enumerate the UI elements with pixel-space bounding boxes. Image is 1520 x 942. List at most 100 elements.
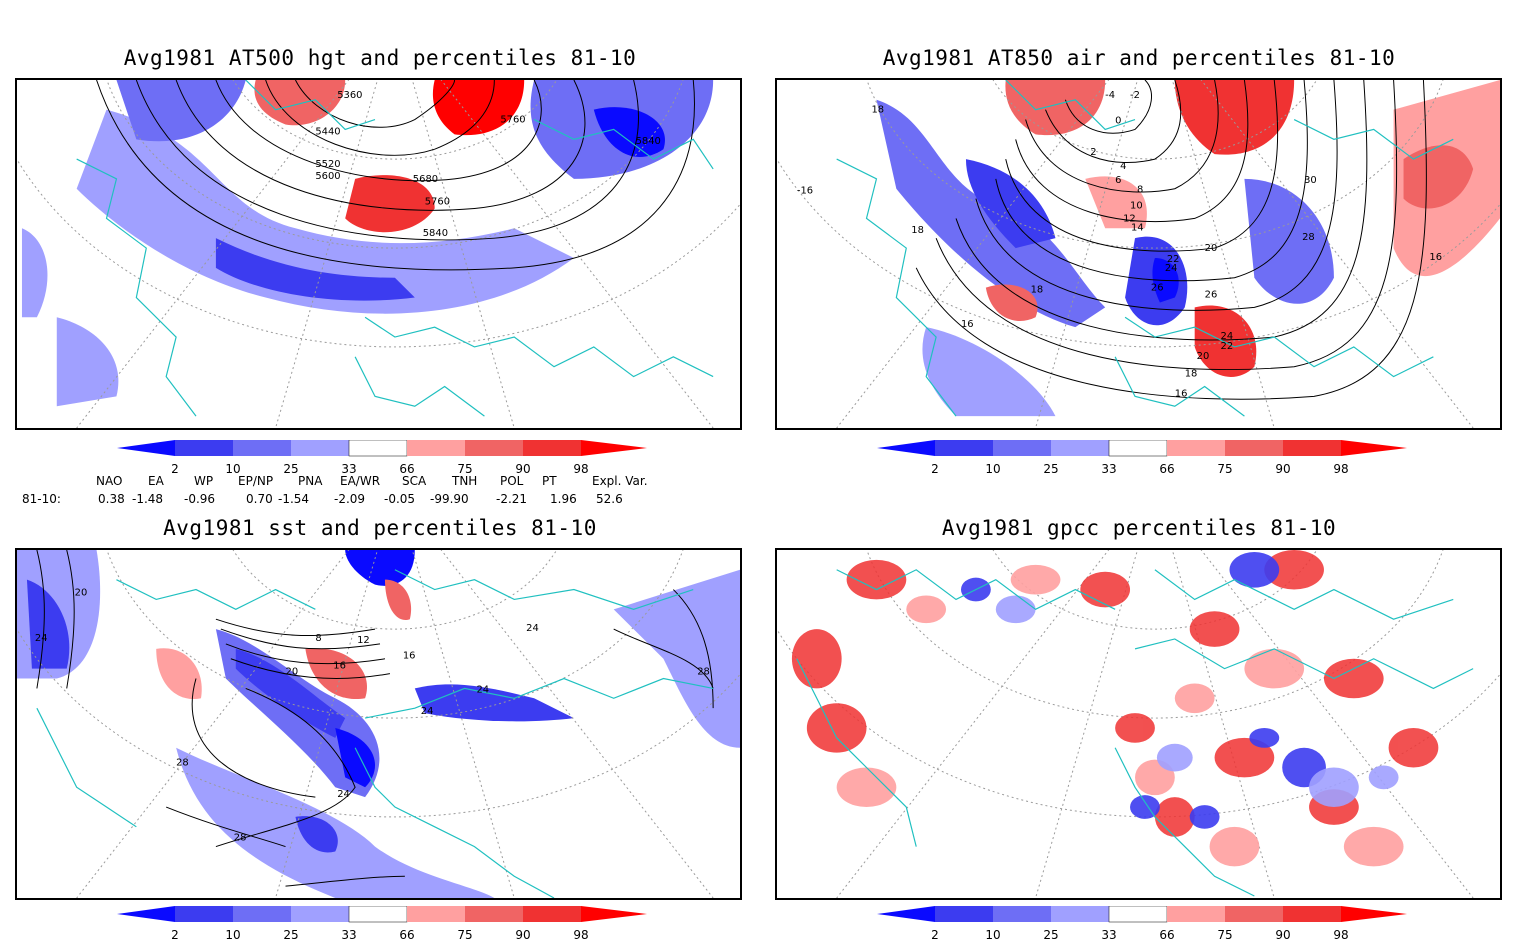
cbar-seg (175, 440, 233, 456)
cbar-seg (291, 440, 349, 456)
contour-label: -2 (1130, 90, 1140, 101)
contour-label: 8 (315, 633, 321, 644)
cbar-label: 10 (225, 462, 241, 476)
cbar-seg (523, 906, 581, 922)
contour-label: 0 (1115, 116, 1121, 127)
index-value: -2.21 (496, 492, 528, 506)
cbar-label: 98 (1333, 462, 1349, 476)
contour-label: 24 (337, 789, 350, 800)
cbar-label: 25 (1043, 462, 1059, 476)
colorbar-swatches (117, 440, 647, 457)
cbar-label: 33 (1101, 928, 1117, 942)
index-header: NAO (96, 474, 123, 488)
index-value: -0.05 (384, 492, 416, 506)
panel-2-title: Avg1981 AT850 air and percentiles 81-10 (882, 46, 1396, 70)
contour-label: 24 (1165, 263, 1178, 274)
cbar-label: 2 (931, 928, 939, 942)
panel-1-title: Avg1981 AT500 hgt and percentiles 81-10 (123, 46, 637, 70)
cbar-seg (465, 440, 523, 456)
index-value: 1.96 (550, 492, 577, 506)
cbar-label: 66 (399, 928, 415, 942)
contour-label: 18 (871, 105, 884, 116)
contour-label: 16 (333, 661, 346, 672)
contour-label: 12 (1123, 213, 1136, 224)
cbar-seg (291, 906, 349, 922)
index-header: POL (500, 474, 524, 488)
contour-label: 5680 (413, 174, 438, 185)
index-value: -2.09 (334, 492, 366, 506)
panel-4-colorbar: 2 10 25 33 66 75 90 98 (877, 906, 1407, 942)
cbar-seg (117, 440, 175, 456)
index-value: 0.38 (98, 492, 125, 506)
panel-3-colorbar: 2 10 25 33 66 75 90 98 (117, 906, 647, 942)
cbar-label: 33 (341, 928, 357, 942)
contour-label: 5760 (500, 115, 525, 126)
cbar-seg (581, 906, 647, 922)
contour-label: 5440 (315, 126, 340, 137)
contour-label: 16 (403, 651, 416, 662)
cbar-label: 66 (399, 462, 415, 476)
contour-label: 4 (1120, 161, 1126, 172)
cbar-seg (1108, 440, 1168, 457)
index-header: EP/NP (238, 474, 274, 488)
cbar-seg (993, 440, 1051, 456)
index-header: WP (194, 474, 214, 488)
contour-label: 2 (1090, 147, 1096, 158)
contour-label: -4 (1105, 90, 1115, 101)
panel-4-map (775, 548, 1502, 900)
cbar-seg (465, 906, 523, 922)
cbar-seg (1167, 440, 1225, 456)
contour-label: 18 (911, 225, 924, 236)
cbar-seg (348, 440, 408, 457)
cbar-label: 90 (515, 462, 531, 476)
contour-label: 5600 (315, 171, 340, 182)
cbar-label: 90 (515, 928, 531, 942)
contour-label: 14 (1131, 222, 1144, 233)
contour-label: 28 (1302, 232, 1315, 243)
cbar-label: 66 (1159, 462, 1175, 476)
cbar-seg (877, 906, 935, 922)
panel-4-title: Avg1981 gpcc percentiles 81-10 (941, 516, 1337, 540)
contour-label: 24 (526, 623, 539, 634)
contour-label: 20 (1197, 351, 1210, 362)
cbar-label: 25 (1043, 928, 1059, 942)
cbar-label: 33 (341, 462, 357, 476)
cbar-label: 25 (283, 462, 299, 476)
contour-label: 22 (1221, 341, 1234, 352)
contour-label: 5760 (425, 197, 450, 208)
cbar-label: 2 (171, 462, 179, 476)
cbar-label: 75 (1217, 928, 1233, 942)
contour-label: 26 (1151, 283, 1164, 294)
contour-label: 20 (75, 588, 88, 599)
cbar-label: 90 (1275, 928, 1291, 942)
contour-label: 5520 (315, 159, 340, 170)
contour-label: 5840 (636, 136, 661, 147)
cbar-label: 75 (457, 462, 473, 476)
cbar-seg (1283, 440, 1341, 456)
contour-label: 18 (1185, 369, 1198, 380)
cbar-label: 98 (573, 462, 589, 476)
cbar-label: 10 (985, 928, 1001, 942)
colorbar-swatches (877, 440, 1407, 457)
index-value: -1.48 (132, 492, 164, 506)
contour-label: 26 (1205, 290, 1218, 301)
cbar-label: 10 (225, 928, 241, 942)
panel-2-map: -4 -2 0 2 4 6 8 10 12 14 16 16 16 18 18 … (775, 78, 1502, 430)
cbar-seg (117, 906, 175, 922)
index-header: PNA (298, 474, 323, 488)
contour-label: -16 (797, 186, 813, 197)
cbar-seg (877, 440, 935, 456)
cbar-label: 10 (985, 462, 1001, 476)
index-header: TNH (452, 474, 478, 488)
panel-1-map: 5360 5440 5520 5600 5680 5760 5760 5840 … (15, 78, 742, 430)
cbar-seg (1167, 906, 1225, 922)
cbar-seg (993, 906, 1051, 922)
index-row-label: 81-10: (22, 492, 61, 506)
cbar-seg (1051, 440, 1109, 456)
contour-label: 24 (35, 633, 48, 644)
cbar-seg (175, 906, 233, 922)
contour-label: 5360 (337, 90, 362, 101)
cbar-label: 90 (1275, 462, 1291, 476)
contour-label: 30 (1304, 175, 1317, 186)
cbar-seg (935, 440, 993, 456)
